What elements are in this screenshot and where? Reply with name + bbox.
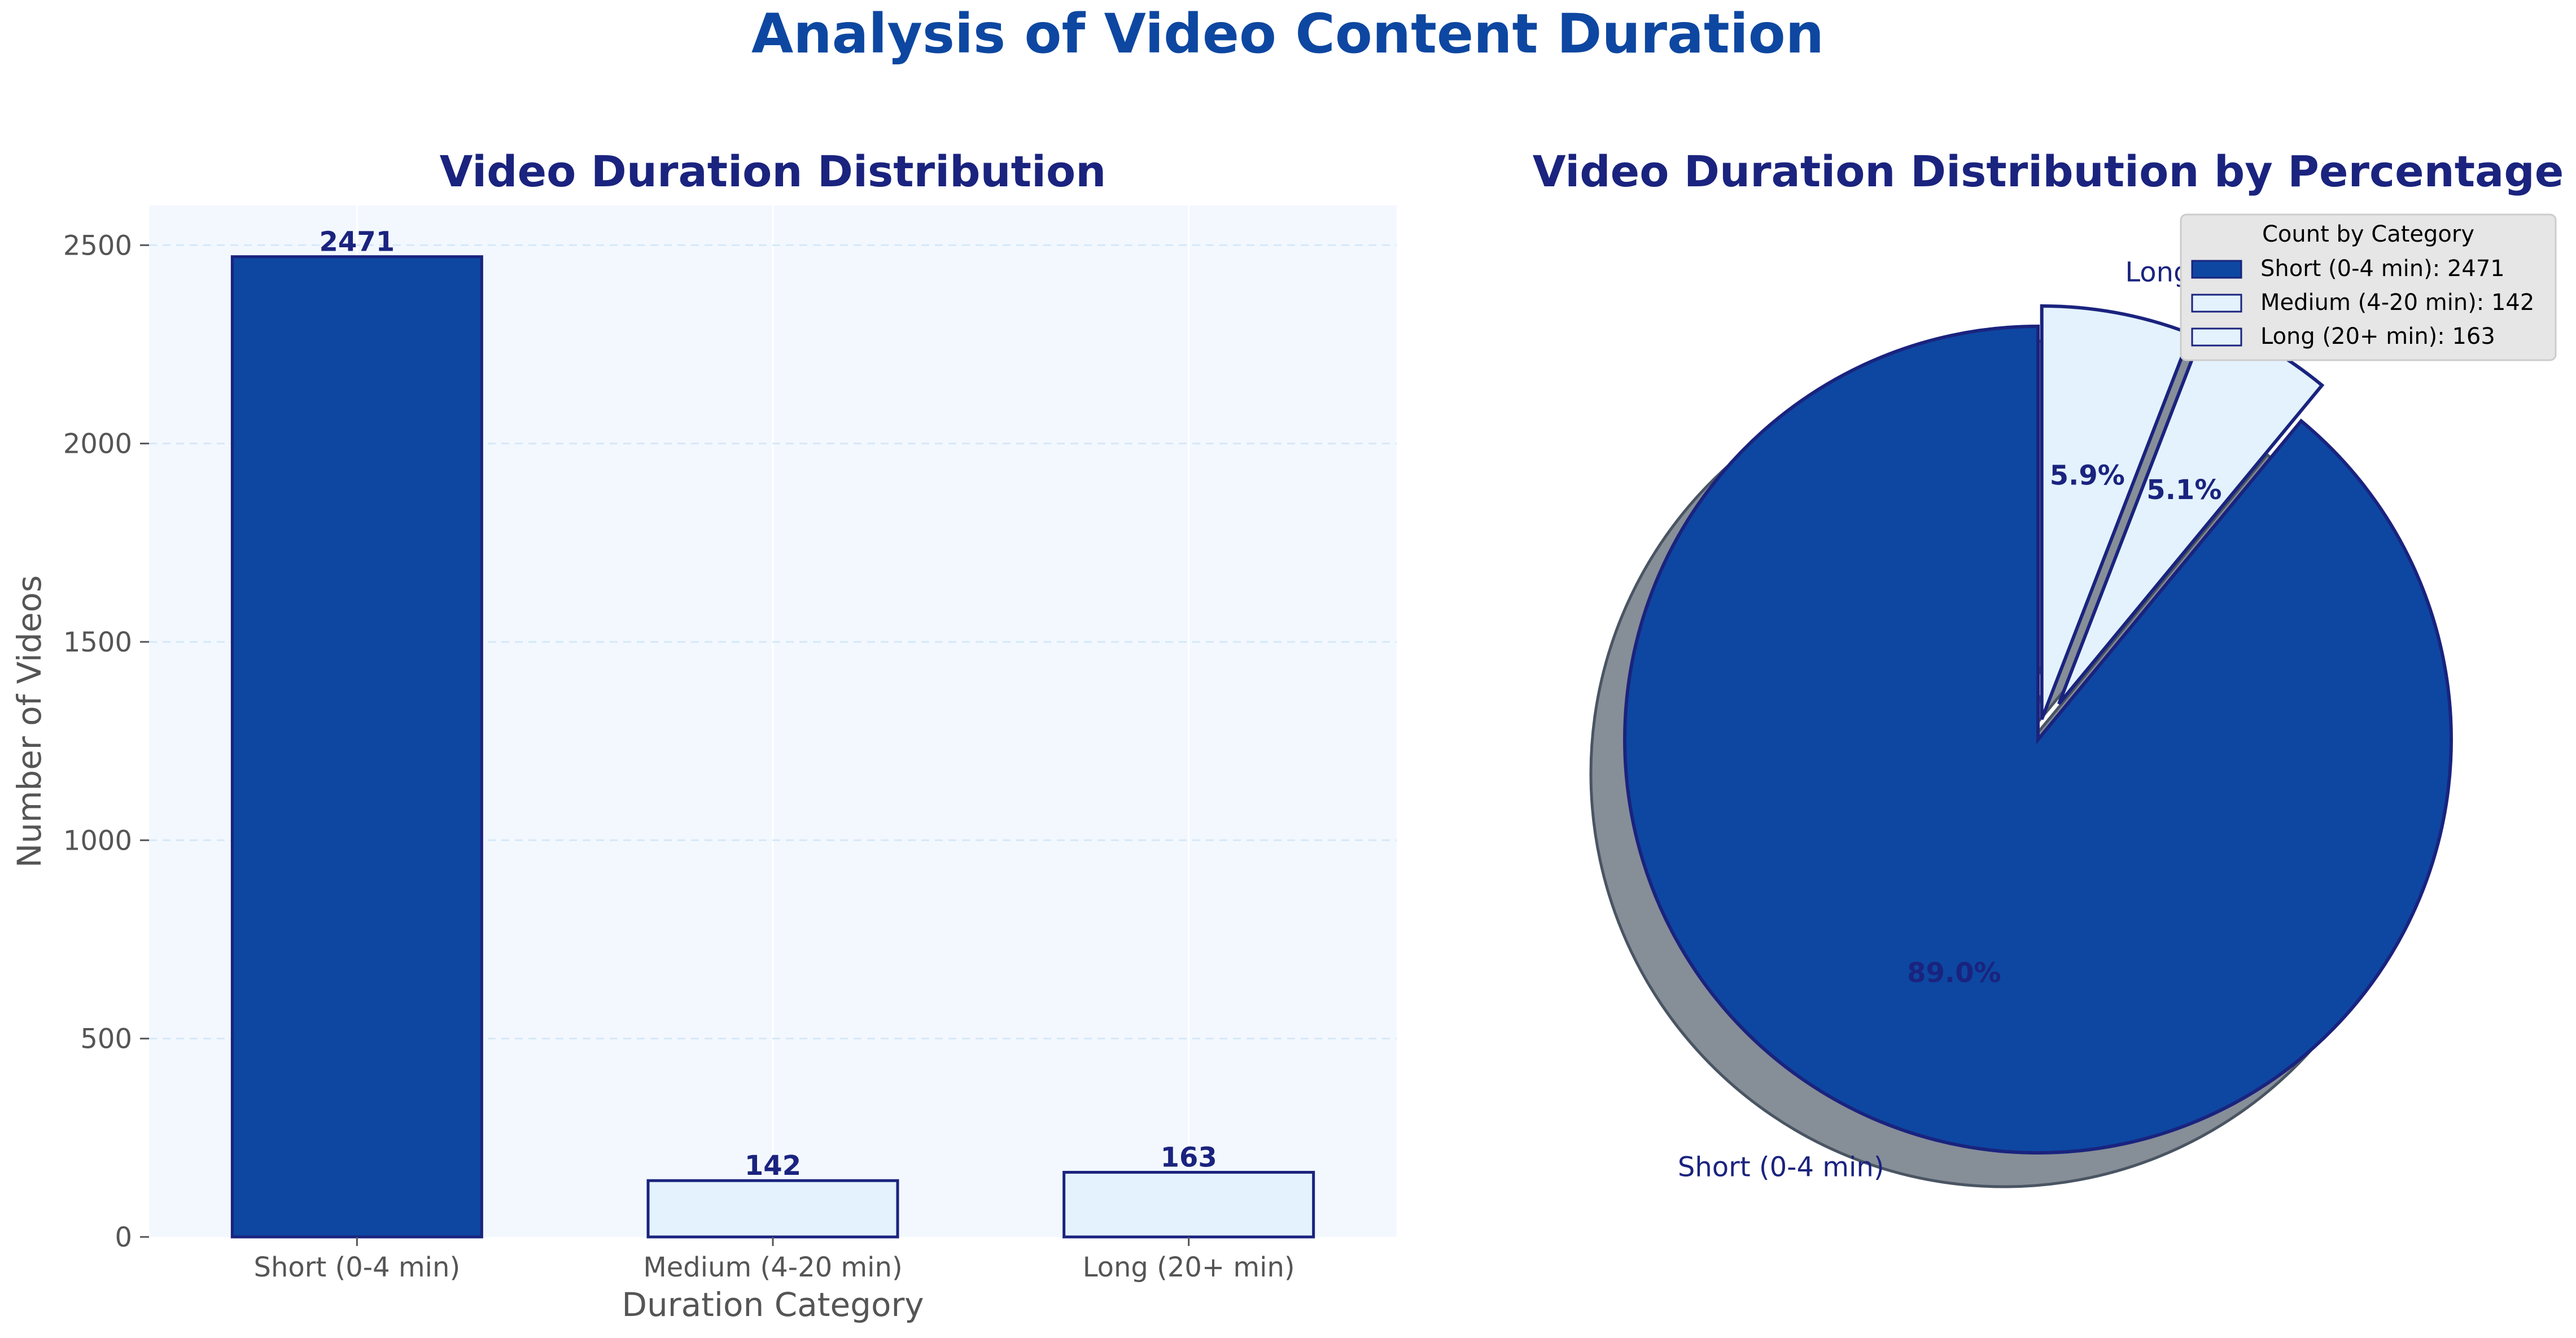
- pie-percent-labels: 89.0% 5.1% 5.9%: [1907, 460, 2221, 989]
- legend-entry-medium: Medium (4-20 min): 142: [2260, 290, 2534, 316]
- pie-legend: Count by Category Short (0-4 min): 2471 …: [2180, 213, 2557, 361]
- bar-data-label: 163: [1161, 1142, 1217, 1173]
- legend-swatch-medium: [2191, 294, 2242, 313]
- bar-y-tick-label: 500: [80, 1024, 132, 1055]
- bar-y-tick-label: 1500: [63, 627, 132, 658]
- pie-percent-label: 5.9%: [2050, 460, 2125, 491]
- bar-chart-title: Video Duration Distribution: [440, 146, 1107, 196]
- bar: [646, 1179, 899, 1239]
- bar-x-tick-label: Medium (4-20 min): [643, 1252, 902, 1283]
- legend-title: Count by Category: [2262, 221, 2474, 247]
- bar-y-tick-label: 2500: [63, 230, 132, 261]
- bar-y-tick-label: 0: [115, 1222, 132, 1253]
- bar-series: [230, 255, 1315, 1239]
- bar-y-ticks: 0 500 1000 1500 2000 2500: [63, 230, 149, 1253]
- legend-entry-long: Long (20+ min): 163: [2260, 323, 2495, 349]
- figure-title: Analysis of Video Content Duration: [751, 2, 1824, 65]
- bar-x-tick-label: Long (20+ min): [1083, 1252, 1295, 1283]
- legend-entry-short: Short (0-4 min): 2471: [2260, 256, 2505, 282]
- legend-box: [2180, 213, 2557, 361]
- pie-percent-label: 89.0%: [1907, 957, 2001, 989]
- bar: [230, 255, 483, 1239]
- legend-swatch-long: [2191, 327, 2242, 347]
- bar-x-axis-label: Duration Category: [622, 1285, 924, 1324]
- pie-wedges: [1623, 304, 2453, 1155]
- pie-chart-panel: Video Duration Distribution by Percentag…: [1533, 146, 2564, 1188]
- pie-chart-title: Video Duration Distribution by Percentag…: [1533, 146, 2564, 196]
- pie-percent-label: 5.1%: [2146, 474, 2221, 506]
- bar-x-tick-label: Short (0-4 min): [253, 1252, 460, 1283]
- bar: [1062, 1170, 1315, 1239]
- pie-category-label: Short (0-4 min): [1678, 1152, 1884, 1183]
- pie-wedge: [1623, 324, 2453, 1155]
- bar-data-label: 142: [745, 1150, 801, 1182]
- bar-y-tick-label: 1000: [63, 825, 132, 856]
- legend-swatch-short: [2191, 260, 2242, 279]
- bar-y-axis-label: Number of Videos: [10, 575, 49, 868]
- bar-y-tick-label: 2000: [63, 428, 132, 460]
- bar-x-ticks: Short (0-4 min) Medium (4-20 min) Long (20…: [253, 1237, 1295, 1283]
- bar-data-labels: 2471 142 163: [320, 226, 1217, 1182]
- bar-chart-panel: 2471 142 163 0 500 1000 1500 2000 2500 Short (0…: [10, 146, 1397, 1324]
- bar-data-label: 2471: [320, 226, 395, 258]
